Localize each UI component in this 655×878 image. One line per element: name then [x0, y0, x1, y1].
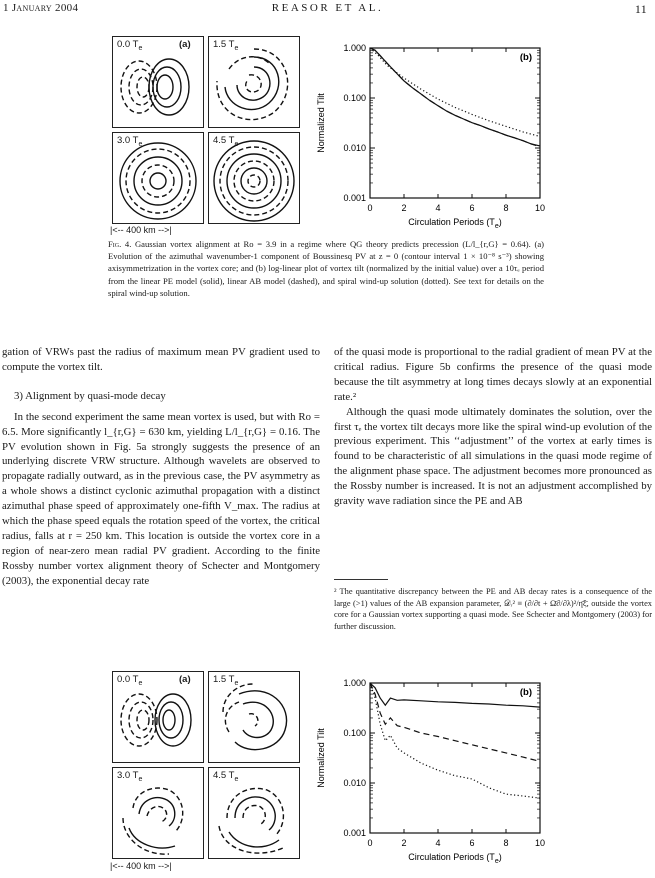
running-header-date: 1 January 2004 — [3, 2, 79, 14]
x-tick-label: 6 — [469, 203, 474, 213]
x-tick-label: 10 — [535, 203, 545, 213]
pv-panel-2: 3.0 Te — [112, 132, 204, 224]
paragraph: of the quasi mode is proportional to the… — [334, 346, 652, 403]
y-tick-label: 0.100 — [343, 93, 366, 103]
x-axis-label: Circulation Periods (Te) — [408, 852, 501, 865]
panel-time: 4.5 Te — [213, 135, 239, 148]
footnote-rule — [334, 579, 388, 580]
pv-panel-3: 4.5 Te — [208, 767, 300, 859]
panel-label: (b) — [520, 687, 532, 698]
y-tick-label: 1.000 — [343, 43, 366, 53]
x-tick-label: 8 — [503, 838, 508, 848]
y-tick-label: 0.001 — [343, 828, 366, 838]
series-solid-line — [369, 682, 541, 708]
plot-frame — [369, 682, 541, 834]
panel-time: 0.0 Te — [117, 674, 143, 687]
x-tick-label: 4 — [435, 203, 440, 213]
figure-5: 0.0 Te (a) 1.5 Te 3.0 Te — [0, 665, 655, 878]
panel-label: (b) — [520, 52, 532, 63]
pv-panel-2: 3.0 Te — [112, 767, 204, 859]
panel-time: 3.0 Te — [117, 770, 143, 783]
x-tick-label: 10 — [535, 838, 545, 848]
scale-bar: |<-- 400 km -->| — [110, 225, 172, 235]
caption-text: Gaussian vortex alignment at Ro = 3.9 in… — [108, 239, 544, 298]
series-dotted-line — [369, 47, 541, 138]
paragraph: In the second experiment the same mean v… — [2, 410, 320, 587]
x-tick-label: 8 — [503, 203, 508, 213]
figure-4: 0.0 Te (a) 1.5 Te 3.0 Te 4.5 Te — [0, 0, 655, 235]
pv-panel-3: 4.5 Te — [208, 132, 300, 224]
pv-contours — [122, 787, 184, 855]
x-tick-label: 0 — [367, 838, 372, 848]
panel-time: 0.0 Te — [117, 39, 143, 52]
pv-contours — [213, 140, 295, 222]
pv-panel-1: 1.5 Te — [208, 36, 300, 128]
figure-number: Fig. 4. — [108, 239, 132, 249]
panel-time: 1.5 Te — [213, 39, 239, 52]
pv-contours — [120, 58, 190, 116]
page-number: 11 — [634, 2, 647, 16]
pv-contours — [218, 787, 285, 854]
series-dashed-line — [369, 682, 541, 762]
figure-4-caption: Fig. 4. Gaussian vortex alignment at Ro … — [108, 238, 544, 299]
y-axis-label: Normalized Tilt — [316, 93, 326, 153]
left-column: gation of VRWs past the radius of maximu… — [2, 345, 320, 589]
running-header-title: REASOR ET AL. — [271, 2, 384, 14]
y-tick-label: 1.000 — [343, 678, 366, 688]
pv-contours — [120, 693, 192, 747]
pv-panel-1: 1.5 Te — [208, 671, 300, 763]
panel-time: 3.0 Te — [117, 135, 143, 148]
pv-panel-0: 0.0 Te (a) — [112, 36, 204, 128]
x-tick-label: 2 — [401, 203, 406, 213]
scale-bar: |<-- 400 km -->| — [110, 861, 172, 871]
x-tick-label: 6 — [469, 838, 474, 848]
y-axis-label: Normalized Tilt — [316, 728, 326, 788]
panel-label: (a) — [179, 39, 191, 50]
footnote: ² The quantitative discrepancy between t… — [334, 587, 652, 631]
pv-panel-0: 0.0 Te (a) — [112, 671, 204, 763]
x-axis-label: Circulation Periods (Te) — [408, 217, 501, 230]
series-dotted-line — [369, 682, 541, 799]
paragraph: gation of VRWs past the radius of maximu… — [2, 346, 320, 373]
panel-label: (a) — [179, 674, 191, 685]
tilt-chart: 0 2 4 6 8 10 0.001 0.010 0.100 1.000 Circulation P… — [316, 678, 545, 865]
y-tick-label: 0.010 — [343, 143, 366, 153]
section-heading: 3) Alignment by quasi-mode decay — [14, 389, 166, 402]
panel-time: 4.5 Te — [213, 770, 239, 783]
right-column: of the quasi mode is proportional to the… — [334, 345, 652, 509]
pv-contours — [222, 683, 288, 751]
series-solid-line — [369, 47, 541, 147]
y-tick-label: 0.100 — [343, 728, 366, 738]
paragraph: Although the quasi mode ultimately domin… — [334, 405, 652, 508]
pv-contours — [216, 48, 289, 121]
x-tick-label: 4 — [435, 838, 440, 848]
y-tick-label: 0.010 — [343, 778, 366, 788]
x-tick-label: 0 — [367, 203, 372, 213]
tilt-chart: 0 2 4 6 8 10 0.001 0.010 0.100 1.000 Circulation P… — [316, 43, 545, 230]
y-tick-label: 0.001 — [343, 193, 366, 203]
series-dashed-line — [369, 47, 541, 148]
x-tick-label: 2 — [401, 838, 406, 848]
panel-time: 1.5 Te — [213, 674, 239, 687]
plot-frame — [369, 47, 541, 199]
pv-contours — [119, 142, 197, 220]
